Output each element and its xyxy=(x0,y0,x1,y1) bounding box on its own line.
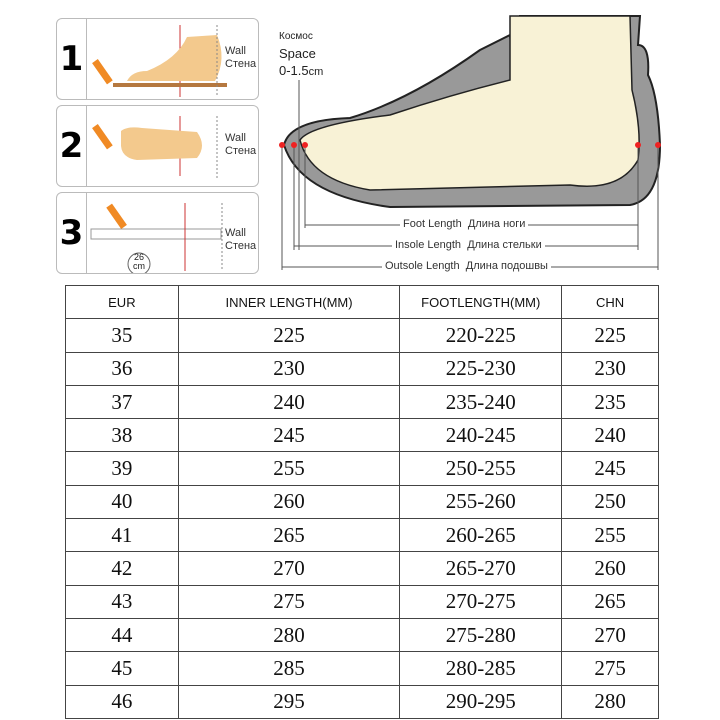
cell-eur: 43 xyxy=(65,584,179,619)
table-row: 40 260 255-260 250 xyxy=(65,484,659,520)
cell-eur: 35 xyxy=(65,318,179,353)
header-chn: CHN xyxy=(561,284,659,320)
outsole-length-label-ru: Длина подошвы xyxy=(465,260,548,272)
step-2-panel: 2 Wall Стена xyxy=(56,105,259,187)
space-label-en: Space xyxy=(279,46,316,61)
cell-foot-length: 225-230 xyxy=(399,351,563,386)
wall-label-ru: Стена xyxy=(225,58,257,70)
ruler-unit: cm xyxy=(133,261,145,271)
step-number: 3 xyxy=(57,193,87,273)
cell-foot-length: 220-225 xyxy=(399,318,563,353)
table-row: 44 280 275-280 270 xyxy=(65,617,659,653)
space-unit: cm xyxy=(308,66,324,78)
wall-label-ru: Стена xyxy=(225,240,257,252)
cell-inner-length: 270 xyxy=(177,551,401,586)
step-1-panel: 1 Wall Стена xyxy=(56,18,259,100)
cell-chn: 270 xyxy=(561,617,659,653)
cell-eur: 44 xyxy=(65,617,179,653)
step-number: 2 xyxy=(57,106,87,186)
table-row: 37 240 235-240 235 xyxy=(65,384,659,420)
ruler-value: 26 xyxy=(133,252,144,262)
cell-chn: 255 xyxy=(561,518,659,553)
table-row: 38 245 240-245 240 xyxy=(65,418,659,453)
insole-length-label-ru: Длина стельки xyxy=(467,239,542,251)
header-inner-length: INNER LENGTH(MM) xyxy=(177,284,401,320)
foot-top-illustration xyxy=(92,116,218,178)
step-number: 1 xyxy=(57,19,87,99)
cell-eur: 37 xyxy=(65,384,179,420)
foot-side-illustration xyxy=(92,25,227,97)
cell-foot-length: 290-295 xyxy=(399,684,563,719)
table-row: 39 255 250-255 245 xyxy=(65,451,659,486)
cell-foot-length: 255-260 xyxy=(399,484,563,520)
cell-inner-length: 265 xyxy=(177,518,401,553)
cell-eur: 38 xyxy=(65,418,179,453)
cell-foot-length: 265-270 xyxy=(399,551,563,586)
cell-eur: 42 xyxy=(65,551,179,586)
cell-foot-length: 250-255 xyxy=(399,451,563,486)
cell-chn: 265 xyxy=(561,584,659,619)
cell-inner-length: 275 xyxy=(177,584,401,619)
cell-chn: 275 xyxy=(561,651,659,686)
cell-chn: 225 xyxy=(561,318,659,353)
cell-inner-length: 280 xyxy=(177,617,401,653)
cell-foot-length: 260-265 xyxy=(399,518,563,553)
space-label-ru: Космос xyxy=(279,31,313,42)
cell-chn: 240 xyxy=(561,418,659,453)
cell-inner-length: 285 xyxy=(177,651,401,686)
cell-foot-length: 280-285 xyxy=(399,651,563,686)
size-table: EUR INNER LENGTH(MM) FOOTLENGTH(MM) CHN … xyxy=(65,284,659,719)
table-row: 43 275 270-275 265 xyxy=(65,584,659,619)
cell-chn: 280 xyxy=(561,684,659,719)
table-row: 41 265 260-265 255 xyxy=(65,518,659,553)
cell-chn: 235 xyxy=(561,384,659,420)
cell-chn: 250 xyxy=(561,484,659,520)
header-eur: EUR xyxy=(65,284,179,320)
wall-label: Wall xyxy=(225,132,246,144)
cell-inner-length: 260 xyxy=(177,484,401,520)
space-label: Космос Space 0-1.5cm xyxy=(279,28,323,81)
outsole-length-label: Outsole Length xyxy=(385,260,460,272)
cell-eur: 36 xyxy=(65,351,179,386)
cell-inner-length: 295 xyxy=(177,684,401,719)
header-foot-length: FOOTLENGTH(MM) xyxy=(399,284,563,320)
shoe-diagram xyxy=(279,15,662,270)
cell-chn: 245 xyxy=(561,451,659,486)
cell-eur: 40 xyxy=(65,484,179,520)
space-range: 0-1.5 xyxy=(279,63,309,78)
foot-length-label: Foot Length xyxy=(403,218,462,230)
wall-label: Wall xyxy=(225,227,246,239)
table-row: 42 270 265-270 260 xyxy=(65,551,659,586)
step-3-panel: 3 26 cm Wall Стена xyxy=(56,192,259,274)
cell-inner-length: 240 xyxy=(177,384,401,420)
table-row: 35 225 220-225 225 xyxy=(65,318,659,353)
ruler-illustration xyxy=(90,203,223,273)
cell-eur: 41 xyxy=(65,518,179,553)
table-row: 46 295 290-295 280 xyxy=(65,684,659,719)
cell-foot-length: 240-245 xyxy=(399,418,563,453)
insole-length-label: Insole Length xyxy=(395,239,462,251)
cell-eur: 39 xyxy=(65,451,179,486)
cell-inner-length: 255 xyxy=(177,451,401,486)
cell-inner-length: 230 xyxy=(177,351,401,386)
cell-inner-length: 225 xyxy=(177,318,401,353)
cell-eur: 46 xyxy=(65,684,179,719)
cell-chn: 260 xyxy=(561,551,659,586)
cell-chn: 230 xyxy=(561,351,659,386)
cell-eur: 45 xyxy=(65,651,179,686)
wall-label-ru: Стена xyxy=(225,145,257,157)
cell-foot-length: 270-275 xyxy=(399,584,563,619)
table-header-row: EUR INNER LENGTH(MM) FOOTLENGTH(MM) CHN xyxy=(65,284,659,320)
wall-label: Wall xyxy=(225,45,246,57)
cell-inner-length: 245 xyxy=(177,418,401,453)
table-row: 36 230 225-230 230 xyxy=(65,351,659,386)
table-row: 45 285 280-285 275 xyxy=(65,651,659,686)
foot-length-label-ru: Длина ноги xyxy=(467,218,526,230)
cell-foot-length: 235-240 xyxy=(399,384,563,420)
cell-foot-length: 275-280 xyxy=(399,617,563,653)
